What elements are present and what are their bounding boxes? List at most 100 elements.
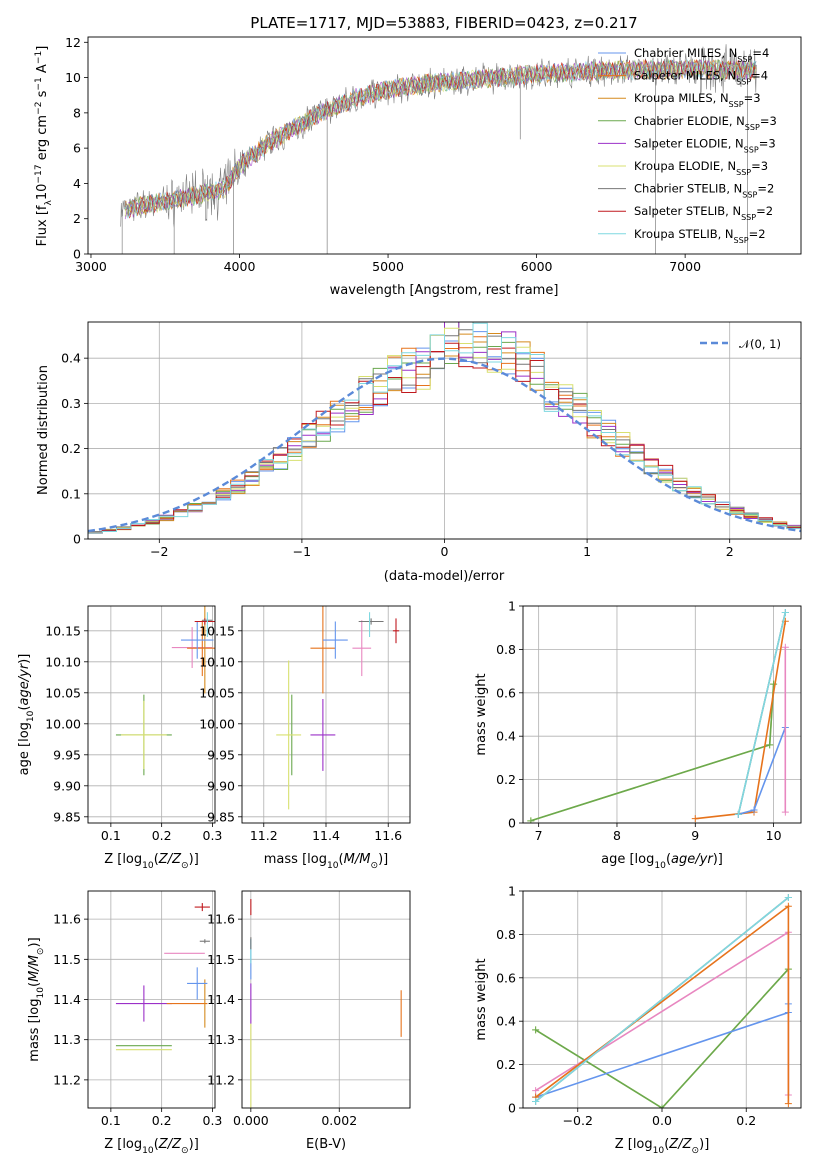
plot-area <box>88 322 801 536</box>
weight-marker <box>532 1087 540 1095</box>
plot-area <box>115 606 215 776</box>
weight-marker <box>784 902 792 910</box>
legend-label: Kroupa ELODIE, NSSP=3 <box>634 159 768 177</box>
chart-title: PLATE=1717, MJD=53883, FIBERID=0423, z=0… <box>250 14 637 32</box>
x-tick-label: 11.4 <box>312 828 340 843</box>
x-tick-label: 5000 <box>372 259 404 274</box>
y-tick-label: 9.95 <box>207 747 235 762</box>
weight-line-3 <box>738 727 787 816</box>
x-tick-label: 2 <box>726 544 734 559</box>
x-tick-label: 6000 <box>521 259 553 274</box>
weight-marker <box>532 1097 540 1105</box>
errorbar-point <box>392 618 400 644</box>
errorbar-point <box>310 606 336 694</box>
axes-frame <box>241 605 411 824</box>
panel-age_vs_Z: 0.1 0.2 0.3 9.85 9.90 9.95 10.00 10.05 10.10 10.1… <box>17 605 223 871</box>
errorbar-point <box>121 700 167 770</box>
y-tick-label: 6 <box>73 141 81 156</box>
weight-marker <box>784 1100 792 1108</box>
y-tick-label: 8 <box>73 105 81 120</box>
weight-marker <box>691 815 699 823</box>
errorbar-point <box>180 621 214 659</box>
x-tick-label: −0.2 <box>563 1113 593 1128</box>
legend-label: Chabrier MILES, NSSP=4 <box>634 46 769 64</box>
y-tick-label: 9.90 <box>53 778 81 793</box>
x-axis-label: wavelength [Angstrom, rest frame] <box>330 283 559 298</box>
weight-marker <box>750 806 758 814</box>
weight-marker <box>781 643 789 651</box>
panel-mass_vs_EBV: 0.000 0.002 11.2 11.3 11.4 11.5 11.6 E(B-V) <box>207 890 411 1152</box>
model-line-7 <box>124 59 757 219</box>
histogram-step-8 <box>88 322 801 536</box>
y-axis-label: Normed distribution <box>36 365 51 495</box>
y-tick-label: 10.00 <box>199 716 235 731</box>
y-tick-label: 9.90 <box>207 778 235 793</box>
y-tick-label: 10.15 <box>45 623 81 638</box>
panel-residuals: −2 −1 0 1 2 0 0.1 0.2 0.3 0.4 (data-model)/error No… <box>36 321 802 584</box>
x-axis-label: Z [log10(Z/Z⊙)] <box>615 1137 710 1156</box>
x-tick-label: 7 <box>535 828 543 843</box>
axes-frame <box>522 605 802 824</box>
weight-marker <box>532 1026 540 1034</box>
errorbar-point <box>187 967 208 1000</box>
axes-frame <box>522 890 802 1109</box>
x-tick-label: 7000 <box>669 259 701 274</box>
panel-age_vs_mass: 11.2 11.4 11.6 9.85 9.90 9.95 10.00 10.05 10.10 1… <box>199 605 411 871</box>
weight-line-1 <box>535 968 789 1108</box>
y-tick-label: 1 <box>508 884 516 899</box>
errorbar-point <box>115 985 172 1022</box>
y-tick-label: 0.4 <box>496 729 516 744</box>
y-tick-label: 0.3 <box>61 396 81 411</box>
weight-marker <box>658 1104 666 1108</box>
y-tick-label: 10.00 <box>45 716 81 731</box>
y-tick-label: 11.4 <box>53 992 81 1007</box>
y-tick-label: 0.6 <box>496 970 516 985</box>
weight-marker <box>766 741 774 749</box>
y-tick-label: 0.8 <box>496 927 516 942</box>
panel-mass_vs_Z: 0.1 0.2 0.3 11.2 11.3 11.4 11.5 11.6 Z [log10(Z/… <box>27 890 223 1156</box>
plot-area <box>115 903 210 1051</box>
y-tick-label: 0.4 <box>496 1014 516 1029</box>
x-tick-label: 0.1 <box>101 1113 121 1128</box>
legend: Chabrier MILES, NSSP=4 Salpeter MILES, NS… <box>598 46 777 244</box>
y-tick-label: 11.3 <box>53 1032 81 1047</box>
legend-label: Salpeter STELIB, NSSP=2 <box>634 204 773 222</box>
legend-label: 𝒩(0, 1) <box>739 337 781 351</box>
panel-weight_vs_age: 7 8 9 10 0 0.2 0.4 0.6 0.8 1 age [log10(age/yr)] ma… <box>474 599 802 871</box>
plot-area <box>250 899 402 1108</box>
x-tick-label: 0.0 <box>652 1113 672 1128</box>
y-tick-label: 10.10 <box>199 654 235 669</box>
y-tick-label: 0.2 <box>61 441 81 456</box>
y-tick-label: 11.5 <box>207 952 235 967</box>
y-tick-label: 9.85 <box>53 809 81 824</box>
weight-line-0 <box>530 684 775 822</box>
x-tick-label: −1 <box>293 544 311 559</box>
y-axis-label: mass [log10(M/M⊙)] <box>27 937 46 1061</box>
legend-label: Kroupa MILES, NSSP=3 <box>634 91 761 109</box>
x-tick-label: 0.002 <box>321 1113 357 1128</box>
y-tick-label: 0.8 <box>496 642 516 657</box>
x-tick-label: 0.2 <box>736 1113 756 1128</box>
x-tick-label: 0.3 <box>203 828 223 843</box>
y-tick-label: 0.1 <box>61 486 81 501</box>
model-line-5 <box>124 59 757 217</box>
y-tick-label: 10 <box>65 70 81 85</box>
errorbar-point <box>194 903 210 912</box>
model-line-8 <box>124 59 757 219</box>
y-tick-label: 0.6 <box>496 685 516 700</box>
errorbar-point <box>322 621 348 659</box>
y-tick-label: 11.4 <box>207 992 235 1007</box>
weight-marker <box>781 808 789 816</box>
legend-label: Chabrier STELIB, NSSP=2 <box>634 182 774 200</box>
y-tick-label: 0.4 <box>61 351 81 366</box>
y-tick-label: 0.2 <box>496 1057 516 1072</box>
x-tick-label: 0.2 <box>152 828 172 843</box>
model-line-4 <box>124 59 757 220</box>
panel-weight_vs_Z: −0.2 0.0 0.2 0 0.2 0.4 0.6 0.8 1 Z [log10(Z/Z⊙)] m… <box>474 884 802 1156</box>
weight-marker <box>527 817 535 823</box>
y-tick-label: 0 <box>508 816 516 831</box>
weight-marker <box>770 680 778 688</box>
x-tick-label: 0.3 <box>203 1113 223 1128</box>
y-tick-label: 0 <box>73 247 81 262</box>
